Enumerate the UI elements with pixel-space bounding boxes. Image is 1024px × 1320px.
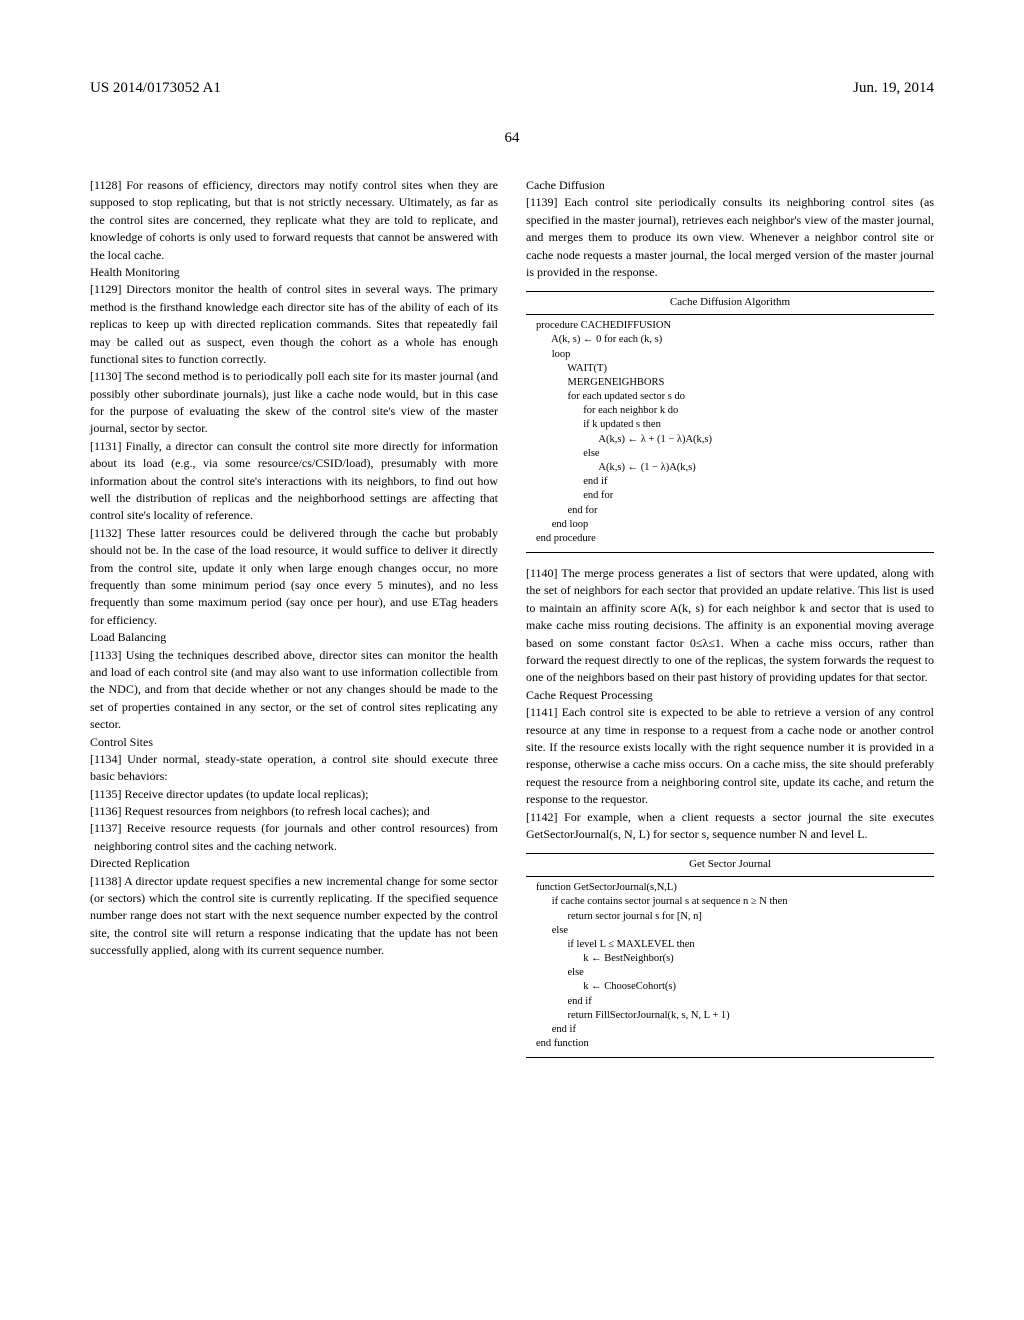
para-1137: [1137] Receive resource requests (for jo… <box>90 820 498 855</box>
heading-cache-diffusion: Cache Diffusion <box>526 177 934 194</box>
header-right: Jun. 19, 2014 <box>853 80 934 97</box>
para-1130: [1130] The second method is to periodica… <box>90 368 498 438</box>
heading-directed-replication: Directed Replication <box>90 855 498 872</box>
para-1139: [1139] Each control site periodically co… <box>526 194 934 281</box>
para-1128: [1128] For reasons of efficiency, direct… <box>90 177 498 264</box>
page-header: US 2014/0173052 A1 Jun. 19, 2014 <box>90 80 934 97</box>
header-left: US 2014/0173052 A1 <box>90 80 221 97</box>
para-1136: [1136] Request resources from neighbors … <box>90 803 498 820</box>
left-column: [1128] For reasons of efficiency, direct… <box>90 177 498 1070</box>
heading-control-sites: Control Sites <box>90 734 498 751</box>
heading-health-monitoring: Health Monitoring <box>90 264 498 281</box>
para-1142: [1142] For example, when a client reques… <box>526 809 934 844</box>
algo1-title: Cache Diffusion Algorithm <box>526 291 934 315</box>
algo2-title: Get Sector Journal <box>526 853 934 877</box>
heading-cache-request-processing: Cache Request Processing <box>526 687 934 704</box>
page-number: 64 <box>505 130 520 147</box>
algorithm-cache-diffusion: Cache Diffusion Algorithm procedure CACH… <box>526 291 934 553</box>
para-1138: [1138] A director update request specifi… <box>90 873 498 960</box>
para-1135: [1135] Receive director updates (to upda… <box>90 786 498 803</box>
right-column: Cache Diffusion [1139] Each control site… <box>526 177 934 1070</box>
algo1-body: procedure CACHEDIFFUSION A(k, s) ← 0 for… <box>526 315 934 553</box>
para-1129: [1129] Directors monitor the health of c… <box>90 281 498 368</box>
heading-load-balancing: Load Balancing <box>90 629 498 646</box>
algorithm-get-sector-journal: Get Sector Journal function GetSectorJou… <box>526 853 934 1058</box>
para-1141: [1141] Each control site is expected to … <box>526 704 934 808</box>
para-1140: [1140] The merge process generates a lis… <box>526 565 934 687</box>
para-1132: [1132] These latter resources could be d… <box>90 525 498 629</box>
para-1131: [1131] Finally, a director can consult t… <box>90 438 498 525</box>
para-1133: [1133] Using the techniques described ab… <box>90 647 498 734</box>
algo2-body: function GetSectorJournal(s,N,L) if cach… <box>526 877 934 1058</box>
two-column-content: [1128] For reasons of efficiency, direct… <box>90 177 934 1070</box>
para-1134: [1134] Under normal, steady-state operat… <box>90 751 498 786</box>
